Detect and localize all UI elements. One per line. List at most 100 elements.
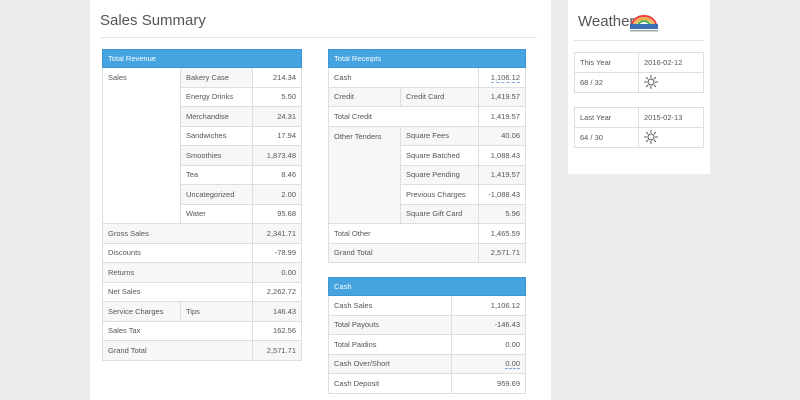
returns-label: Returns	[101, 262, 254, 283]
table-row: Credit Credit Card 1,419.57	[328, 86, 527, 107]
sales-item-value: 2.00	[252, 184, 302, 205]
sales-item-name: Sandwiches	[179, 125, 254, 146]
last-year-temps: 64 / 30	[574, 127, 639, 148]
weather-panel: Weather This Year 2016-02-12 68 / 32	[568, 0, 710, 174]
last-year-label: Last Year	[574, 107, 639, 128]
net-sales-value: 2,262.72	[252, 281, 302, 302]
cash-row-value: 1,106.12	[451, 295, 526, 316]
last-year-condition	[638, 127, 704, 148]
table-row: Service Charges Tips 146.43	[102, 301, 302, 322]
sales-item-value: 5.50	[252, 86, 302, 107]
sales-item-value: 1,873.48	[252, 145, 302, 166]
sales-item-value: 24.31	[252, 106, 302, 127]
receipts-grand-total-label: Grand Total	[328, 242, 479, 263]
this-year-weather-table: This Year 2016-02-12 68 / 32	[574, 52, 704, 93]
cash-over-short-link[interactable]: 0.00	[505, 359, 520, 370]
table-row: 68 / 32	[574, 72, 704, 93]
total-receipts-table: Total Receipts Cash 1,106.12 Credit Cred…	[328, 49, 527, 263]
grand-total-value: 2,571.71	[252, 340, 302, 361]
table-row: Previous Charges -1,088.43	[329, 184, 527, 205]
sales-item-name: Energy Drinks	[179, 86, 254, 107]
discounts-value: -78.99	[252, 242, 302, 263]
credit-label: Credit	[328, 86, 401, 107]
table-row: Returns 0.00	[101, 262, 302, 283]
cash-header: Cash	[328, 277, 526, 296]
cash-value[interactable]: 1,106.12	[477, 67, 527, 88]
cash-label: Cash	[328, 67, 479, 88]
table-row: Sales Bakery Case 214.34	[102, 67, 302, 224]
tender-name: Square Pending	[400, 164, 479, 185]
table-row: This Year 2016-02-12	[574, 52, 704, 73]
discounts-label: Discounts	[101, 242, 254, 263]
last-year-date: 2015-02-13	[638, 107, 704, 128]
credit-card-value: 1,419.57	[477, 86, 527, 107]
table-row: Water 95.68	[103, 203, 302, 224]
table-row: Other Tenders Square Fees 40.06	[328, 125, 527, 224]
sales-label: Sales	[102, 67, 181, 224]
cash-table: Cash Cash Sales 1,106.12 Total Payouts -…	[327, 277, 526, 394]
tips-label: Tips	[179, 301, 254, 322]
sales-tax-label: Sales Tax	[101, 320, 254, 341]
table-row: Tea 8.46	[103, 164, 302, 185]
this-year-temps: 68 / 32	[574, 72, 639, 93]
table-row: Sales Tax 162.56	[101, 320, 302, 341]
table-row: Merchandise 24.31	[103, 106, 302, 127]
sales-item-value: 17.94	[252, 125, 302, 146]
gross-sales-value: 2,341.71	[252, 223, 302, 244]
table-row: Total Payouts -146.43	[327, 314, 526, 335]
cash-row-label: Total Payouts	[327, 314, 453, 335]
table-row: Cash Deposit 959.69	[327, 373, 526, 394]
page-title: Sales Summary	[100, 12, 206, 29]
tender-name: Square Batched	[400, 145, 479, 166]
cash-value-link[interactable]: 1,106.12	[490, 72, 520, 83]
table-row: Grand Total 2,571.71	[328, 242, 527, 263]
total-receipts-header: Total Receipts	[328, 49, 526, 68]
table-row: Smoothies 1,873.48	[103, 145, 302, 166]
cash-row-label: Cash Over/Short	[327, 353, 453, 374]
grand-total-label: Grand Total	[101, 340, 254, 361]
receipts-grand-total-value: 2,571.71	[477, 242, 527, 263]
sales-item-name: Bakery Case	[179, 67, 254, 88]
gross-sales-label: Gross Sales	[101, 223, 254, 244]
table-row: Discounts -78.99	[101, 242, 302, 263]
weather-divider	[574, 40, 704, 41]
table-row: Net Sales 2,262.72	[101, 281, 302, 302]
net-sales-label: Net Sales	[101, 281, 254, 302]
cash-row-value: -146.43	[451, 314, 526, 335]
table-row: Gross Sales 2,341.71	[101, 223, 302, 244]
sun-icon	[644, 74, 658, 89]
service-charges-label: Service Charges	[102, 301, 181, 322]
cash-row-label: Total Paidins	[327, 334, 453, 355]
credit-card-label: Credit Card	[400, 86, 479, 107]
total-other-label: Total Other	[328, 223, 479, 244]
sales-item-name: Uncategorized	[179, 184, 254, 205]
cash-row-label: Cash Sales	[327, 295, 453, 316]
sales-tax-value: 162.56	[252, 320, 302, 341]
cash-row-value: 959.69	[451, 373, 526, 394]
tender-value: 1,419.57	[477, 164, 527, 185]
total-credit-label: Total Credit	[328, 106, 479, 127]
table-row: Energy Drinks 5.50	[103, 86, 302, 107]
sales-item-value: 95.68	[252, 203, 302, 224]
sales-item-value: 8.46	[252, 164, 302, 185]
table-row: Cash 1,106.12	[328, 67, 527, 88]
cash-row-value[interactable]: 0.00	[451, 353, 526, 374]
total-other-value: 1,465.59	[477, 223, 527, 244]
tender-value: -1,088.43	[477, 184, 527, 205]
sales-item-name: Tea	[179, 164, 254, 185]
table-row: Uncategorized 2.00	[103, 184, 302, 205]
total-revenue-table: Total Revenue Sales Bakery Case 214.34 E…	[101, 49, 302, 361]
other-tenders-label: Other Tenders	[328, 125, 401, 224]
tender-value: 5.96	[477, 203, 527, 224]
table-row: Last Year 2015-02-13	[574, 107, 704, 128]
table-row: 64 / 30	[574, 127, 704, 148]
title-divider	[100, 37, 537, 38]
weather-title: Weather	[578, 13, 635, 30]
this-year-date: 2016-02-12	[638, 52, 704, 73]
tender-value: 40.06	[477, 125, 527, 146]
total-credit-value: 1,419.57	[477, 106, 527, 127]
table-row: Total Other 1,465.59	[328, 223, 527, 244]
tender-value: 1,088.43	[477, 145, 527, 166]
sales-item-value: 214.34	[252, 67, 302, 88]
table-row: Total Credit 1,419.57	[328, 106, 527, 127]
